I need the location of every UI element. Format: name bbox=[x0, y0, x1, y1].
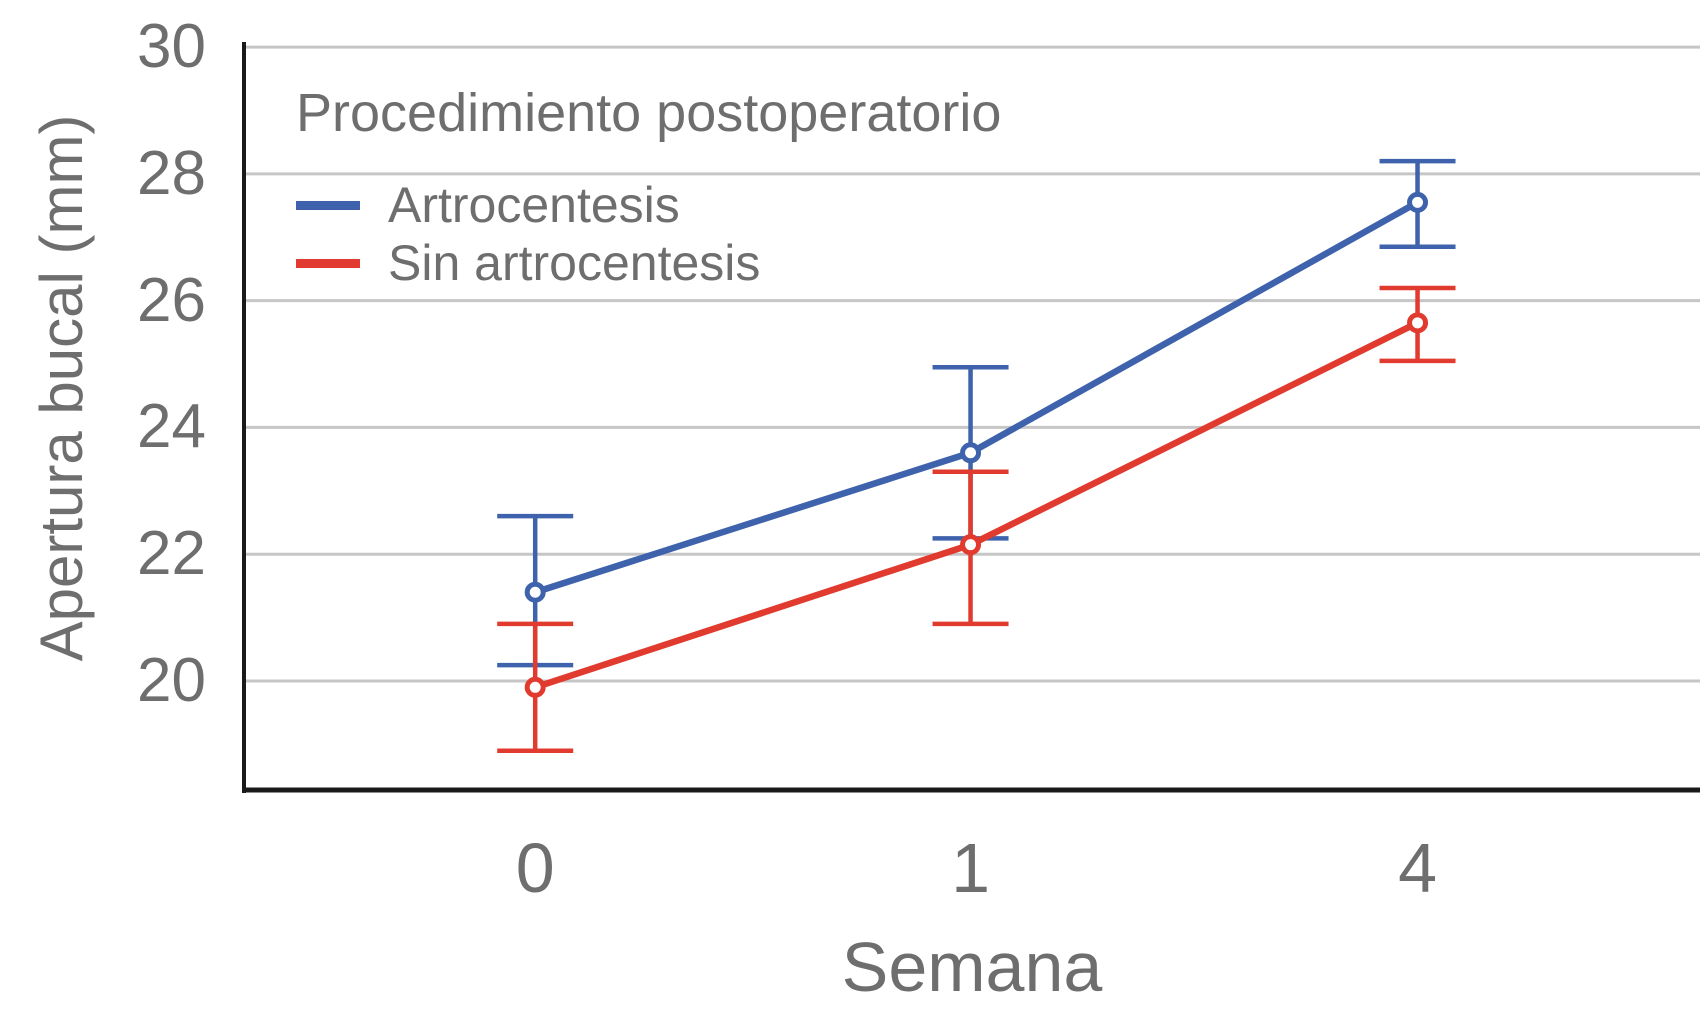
y-tick-label: 24 bbox=[137, 392, 206, 462]
legend-swatch-blue-line-icon bbox=[296, 200, 360, 210]
y-tick-label: 26 bbox=[137, 265, 206, 335]
legend-entries: Artrocentesis Sin artrocentesis bbox=[296, 176, 1001, 292]
legend-entry-label: Sin artrocentesis bbox=[388, 235, 761, 291]
y-tick-label: 22 bbox=[137, 519, 206, 589]
y-tick-label: 28 bbox=[137, 138, 206, 208]
legend: Procedimiento postoperatorio Artrocentes… bbox=[296, 84, 1001, 292]
data-point-marker-artrocentesis bbox=[1407, 191, 1429, 213]
y-axis-title: Apertura bucal (mm) bbox=[28, 114, 95, 662]
data-point-marker-sin-artrocentesis bbox=[960, 534, 982, 556]
data-point-marker-artrocentesis bbox=[524, 581, 546, 603]
series-line-sin-artrocentesis bbox=[534, 319, 1419, 691]
x-tick-label: 4 bbox=[1398, 829, 1437, 907]
x-tick-label: 1 bbox=[951, 829, 990, 907]
data-point-marker-sin-artrocentesis bbox=[1407, 312, 1429, 334]
y-tick-label: 20 bbox=[137, 645, 206, 715]
legend-entry-artrocentesis: Artrocentesis bbox=[296, 176, 1001, 234]
y-tick-label: 30 bbox=[137, 12, 206, 82]
legend-entry-label: Artrocentesis bbox=[388, 177, 680, 233]
x-tick-label: 0 bbox=[515, 829, 555, 907]
legend-swatch-red-line-icon bbox=[296, 258, 360, 268]
x-axis-title: Semana bbox=[841, 928, 1103, 1006]
legend-title: Procedimiento postoperatorio bbox=[296, 83, 1002, 143]
legend-entry-sin-artrocentesis: Sin artrocentesis bbox=[296, 234, 1001, 292]
data-point-marker-sin-artrocentesis bbox=[524, 676, 546, 698]
data-point-marker-artrocentesis bbox=[960, 442, 982, 464]
